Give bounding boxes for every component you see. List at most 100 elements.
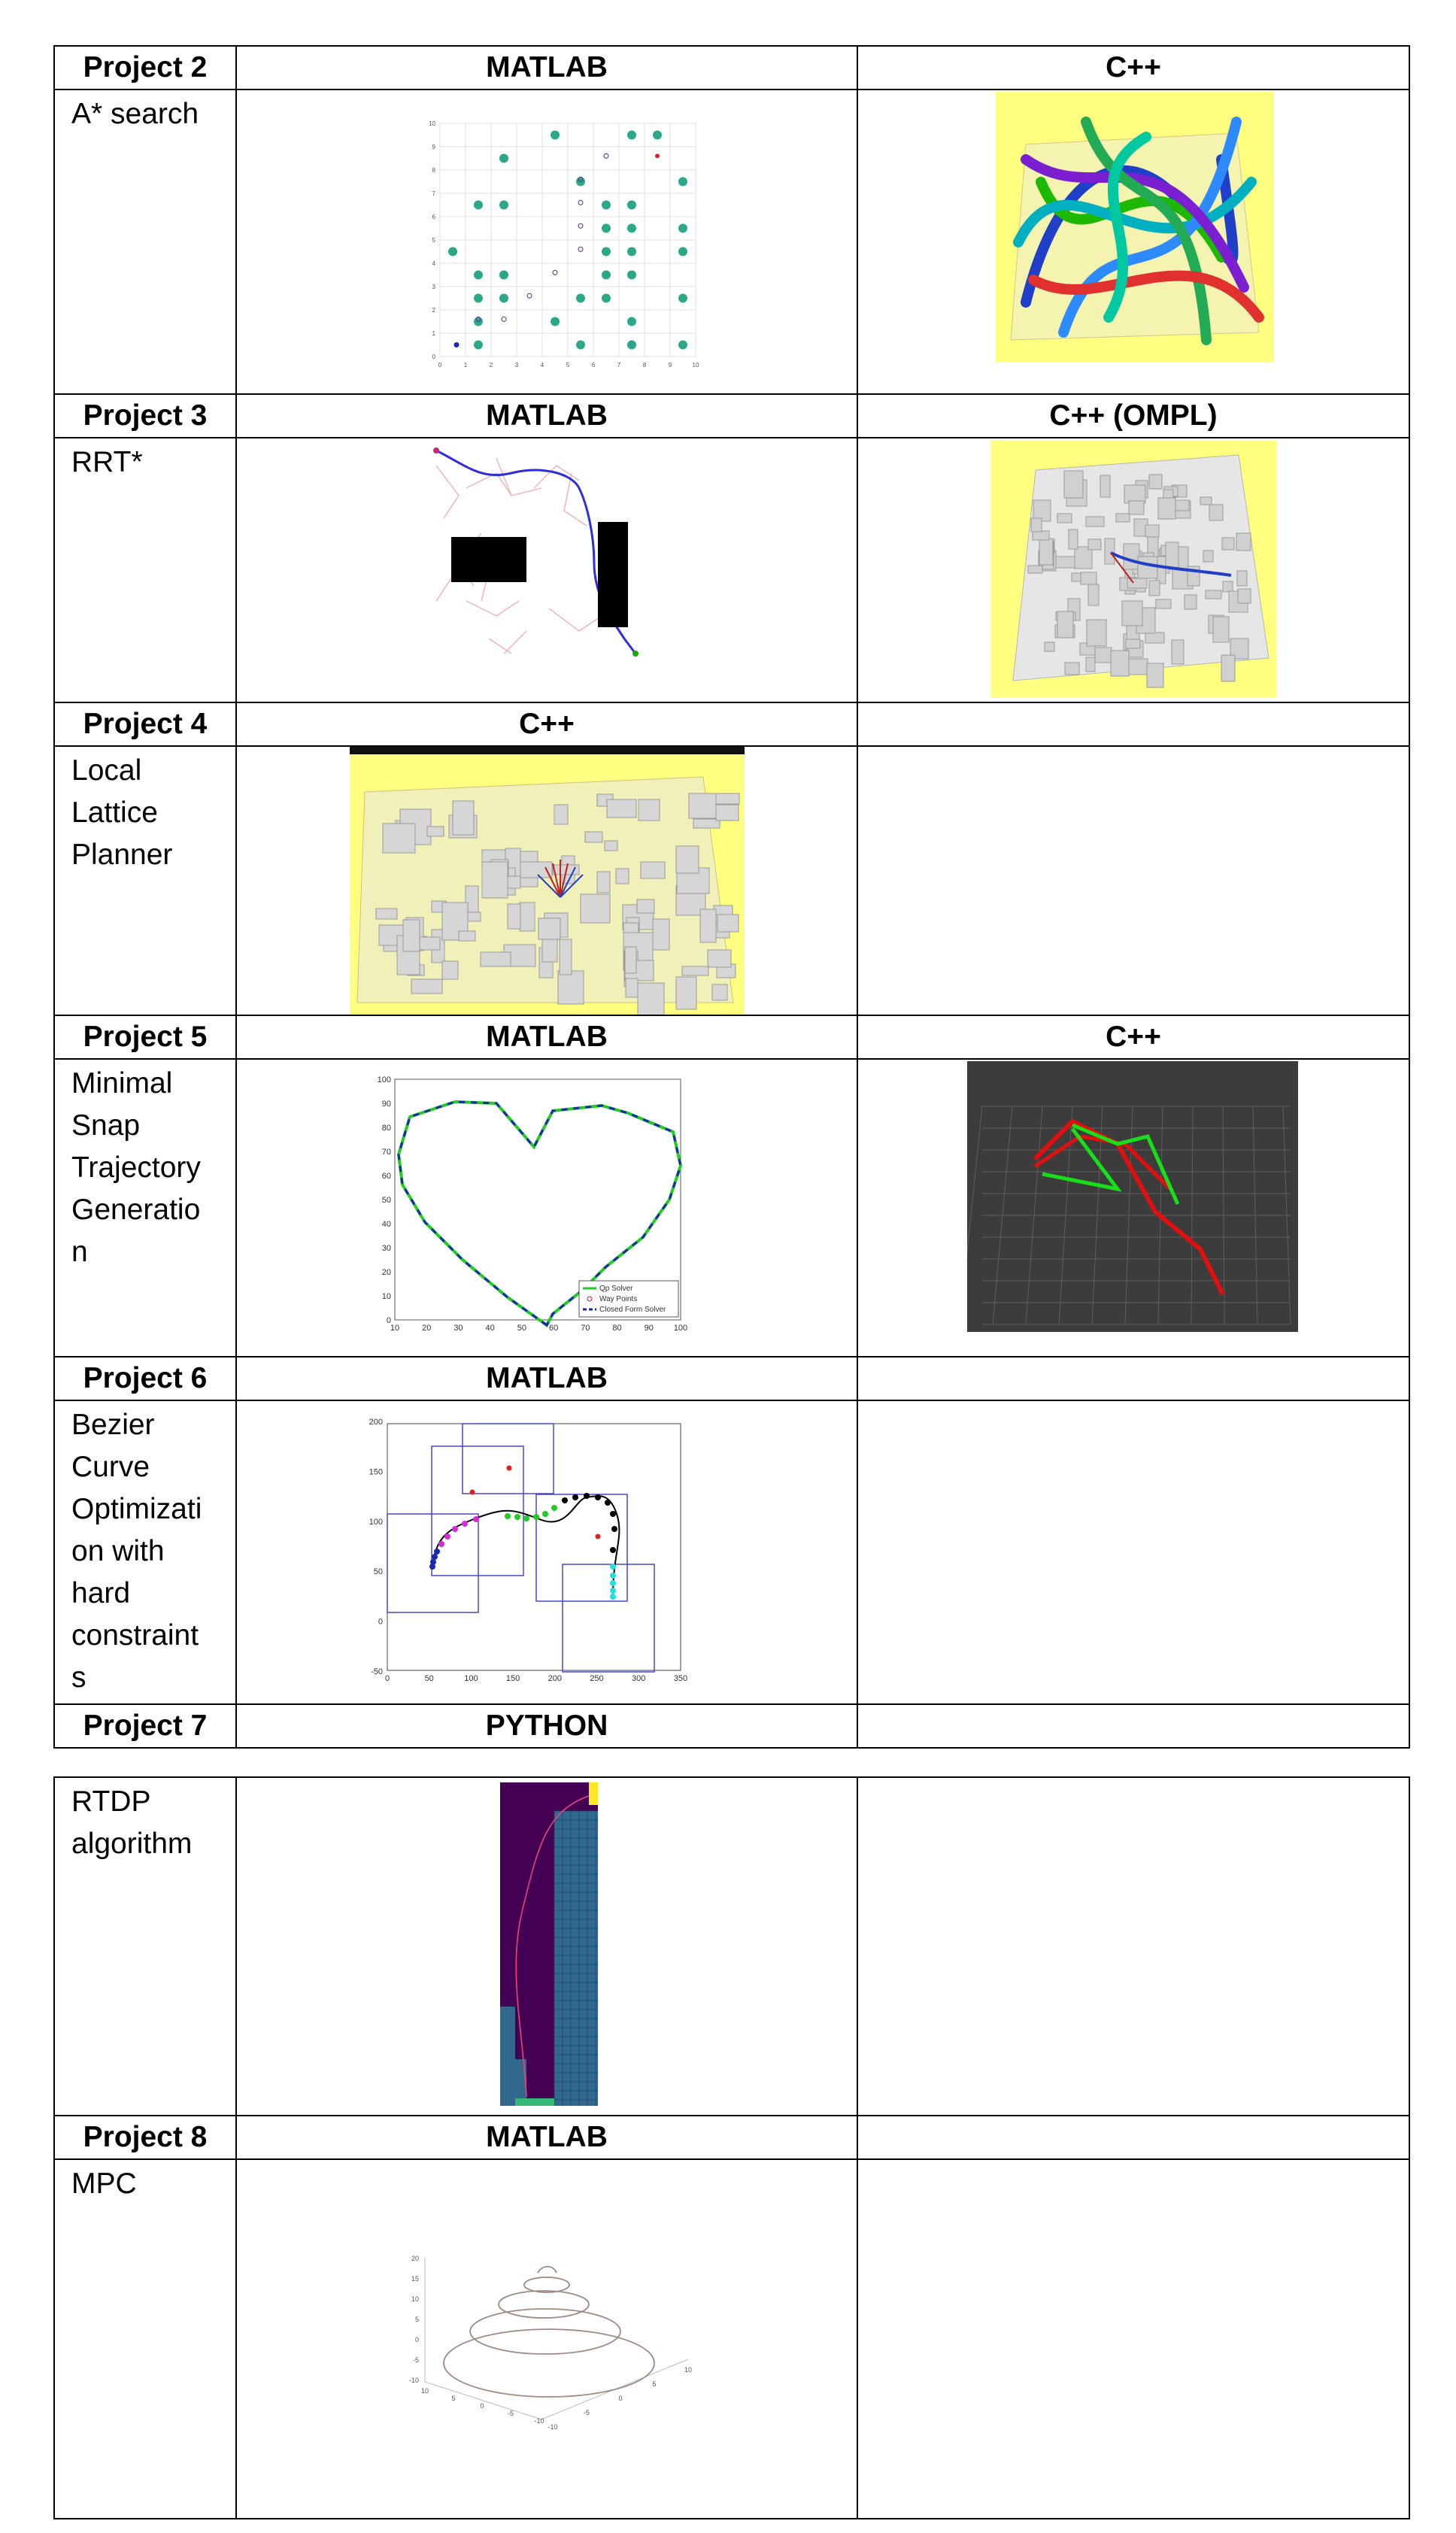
project-8-header-row: Project 8 MATLAB bbox=[53, 2115, 1410, 2160]
project-6-task: Bezier Curve Optimizati on with hard con… bbox=[53, 1400, 237, 1705]
project-7-header-row: Project 7 PYTHON bbox=[53, 1703, 1410, 1749]
minsnap-x-tick: 70 bbox=[581, 1324, 590, 1333]
control-point bbox=[429, 1564, 435, 1570]
obstacle-block bbox=[1145, 632, 1165, 644]
project-4-label: Project 4 bbox=[53, 702, 237, 747]
obstacle-block bbox=[1236, 570, 1248, 587]
minsnap-x-tick: 90 bbox=[645, 1324, 654, 1333]
minsnap-y-tick: 100 bbox=[378, 1075, 391, 1084]
control-point bbox=[505, 1513, 511, 1519]
astar-y-tick: 2 bbox=[432, 307, 436, 314]
obstacle-dot bbox=[602, 293, 611, 303]
astar-x-tick: 9 bbox=[669, 362, 672, 369]
obstacle-dot bbox=[627, 340, 636, 350]
obstacle-block bbox=[1063, 470, 1084, 499]
mpc-z-tick: 20 bbox=[411, 2255, 419, 2262]
obstacle-dot bbox=[602, 247, 611, 256]
control-point bbox=[595, 1494, 601, 1500]
obstacle-block bbox=[1074, 546, 1093, 569]
minsnap-y-tick: 30 bbox=[382, 1244, 391, 1253]
obstacle-dot bbox=[678, 177, 687, 187]
obstacle-block bbox=[480, 951, 511, 967]
project-3-label: Project 3 bbox=[53, 393, 237, 438]
bezier-x-tick: 200 bbox=[548, 1674, 562, 1683]
obstacle-block bbox=[1125, 639, 1141, 649]
minsnap-y-tick: 80 bbox=[382, 1124, 391, 1133]
minsnap-y-tick: 40 bbox=[382, 1220, 391, 1229]
control-point bbox=[610, 1580, 616, 1586]
project-4-body-row: Local Lattice Planner bbox=[53, 745, 1410, 1016]
obstacle-block bbox=[1094, 647, 1112, 663]
obstacle-block bbox=[1237, 588, 1251, 604]
project-6-lang-1: MATLAB bbox=[235, 1356, 858, 1401]
obstacle-block bbox=[596, 871, 611, 893]
mpc-z-tick: 5 bbox=[415, 2316, 419, 2323]
control-point bbox=[572, 1494, 578, 1500]
project-7-lang-2 bbox=[857, 1703, 1410, 1749]
control-point bbox=[610, 1573, 616, 1579]
obstacle-block bbox=[538, 918, 561, 940]
obstacle-block bbox=[693, 818, 720, 829]
project-5-label: Project 5 bbox=[53, 1015, 237, 1060]
obstacle-block bbox=[1054, 556, 1075, 569]
obstacle-block bbox=[1121, 600, 1143, 626]
control-point bbox=[462, 1521, 468, 1527]
bezier-y-tick: 50 bbox=[374, 1567, 383, 1576]
project-4-task-line: Planner bbox=[71, 839, 173, 871]
obstacle-block bbox=[1100, 475, 1111, 498]
bezier-y-tick: -50 bbox=[371, 1667, 383, 1676]
astar-y-tick: 4 bbox=[432, 260, 436, 267]
astar-x-tick: 4 bbox=[541, 362, 544, 369]
obstacle-block bbox=[1171, 639, 1185, 665]
minsnap-x-tick: 100 bbox=[674, 1324, 687, 1333]
obstacle-block bbox=[1203, 550, 1214, 563]
obstacle-dot bbox=[576, 293, 585, 303]
control-point bbox=[452, 1526, 458, 1532]
mpc-y-tick: 0 bbox=[618, 2395, 622, 2402]
path-node bbox=[578, 223, 584, 229]
obstacle-dot bbox=[627, 223, 636, 233]
control-point bbox=[444, 1533, 450, 1540]
control-point bbox=[584, 1493, 590, 1499]
obstacle-block bbox=[675, 845, 699, 874]
obstacle-block bbox=[1085, 657, 1096, 672]
rrt-cpp-cell bbox=[857, 437, 1410, 703]
obstacle-block bbox=[1057, 611, 1074, 639]
project-6-task-line: constraint bbox=[71, 1619, 199, 1652]
mpc-x-tick: -5 bbox=[508, 2410, 514, 2417]
control-point bbox=[434, 1549, 440, 1555]
obstacle-block bbox=[1184, 594, 1197, 610]
minsnap-matlab-cell: 10 20 30 40 50 60 70 80 90 100 0 10 20 30 40 50 60 70 80 9… bbox=[235, 1058, 858, 1358]
project-3-header-row: Project 3 MATLAB C++ (OMPL) bbox=[53, 393, 1410, 438]
obstacle-block bbox=[1057, 513, 1072, 523]
mpc-y-tick: 5 bbox=[652, 2380, 656, 2388]
obstacle-block bbox=[615, 868, 629, 884]
obstacle-block bbox=[1030, 517, 1042, 532]
project-6-header-row: Project 6 MATLAB bbox=[53, 1356, 1410, 1401]
project-8-body-row: MPC 20 15 10 5 0 -5 -10 10 5 0 -5 -10 bbox=[53, 2158, 1410, 2519]
obstacle-block bbox=[452, 800, 475, 836]
obstacle-block bbox=[559, 939, 572, 975]
obstacle-block bbox=[1032, 530, 1050, 541]
mpc-x-tick: 0 bbox=[480, 2402, 484, 2410]
obstacle-block bbox=[676, 867, 710, 894]
obstacle-dot bbox=[653, 130, 662, 140]
mpc-y-tick: -10 bbox=[548, 2423, 557, 2431]
project-5-task-line: n bbox=[71, 1236, 88, 1268]
astar-y-tick: 6 bbox=[432, 214, 436, 220]
obstacle-block bbox=[507, 903, 521, 930]
mpc-z-tick: -5 bbox=[413, 2356, 419, 2364]
project-7-empty-cell bbox=[857, 1776, 1410, 2116]
project-5-lang-2: C++ bbox=[857, 1015, 1410, 1060]
obstacle-block bbox=[519, 902, 535, 932]
minsnap-x-tick: 40 bbox=[486, 1324, 495, 1333]
obstacle-dot bbox=[602, 223, 611, 233]
project-5-header-row: Project 5 MATLAB C++ bbox=[53, 1015, 1410, 1060]
project-6-task-line: hard bbox=[71, 1577, 131, 1609]
obstacle-block bbox=[375, 908, 398, 920]
path-node bbox=[578, 199, 584, 205]
control-point bbox=[533, 1514, 539, 1520]
obstacle-block bbox=[1085, 516, 1105, 527]
obstacle-block bbox=[520, 861, 553, 878]
obstacle-block bbox=[1124, 484, 1146, 504]
